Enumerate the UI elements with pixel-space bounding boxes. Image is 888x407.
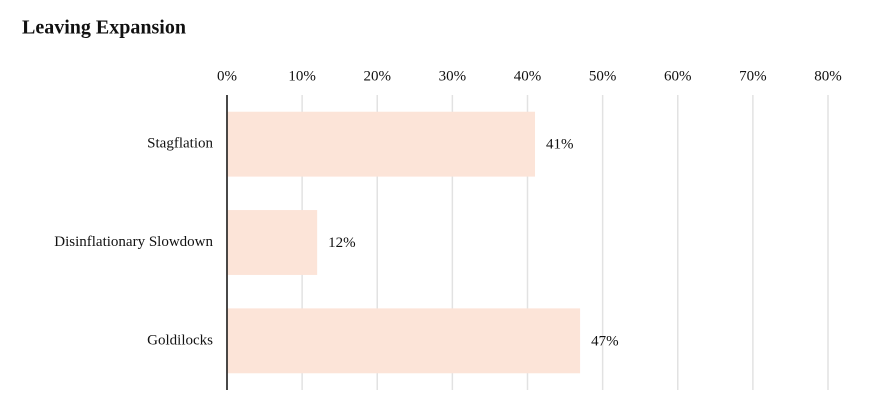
value-label: 47% [591, 333, 619, 349]
x-tick-label: 70% [739, 68, 767, 84]
chart-title: Leaving Expansion [22, 17, 186, 39]
x-tick-label: 50% [589, 68, 617, 84]
x-tick-label: 20% [364, 68, 392, 84]
x-tick-label: 10% [288, 68, 316, 84]
value-label: 41% [546, 137, 574, 153]
x-tick-label: 30% [439, 68, 467, 84]
bar [227, 111, 536, 177]
x-tick-label: 60% [664, 68, 692, 84]
y-tick-label: Disinflationary Slowdown [54, 234, 213, 250]
x-tick-label: 80% [814, 68, 842, 84]
y-tick-label: Stagflation [147, 136, 213, 152]
x-tick-label: 0% [217, 68, 237, 84]
bar [227, 210, 318, 275]
x-tick-label: 40% [514, 68, 542, 84]
bar [227, 308, 581, 374]
y-tick-label: Goldilocks [147, 332, 213, 348]
value-label: 12% [328, 235, 356, 251]
